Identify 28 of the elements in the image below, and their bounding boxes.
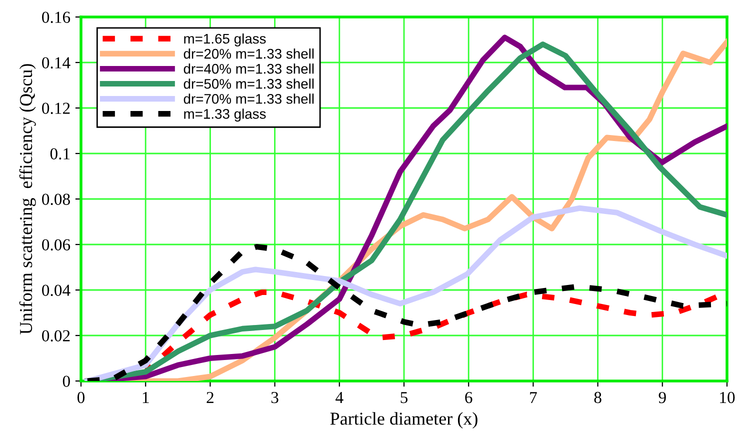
y-tick-label: 0.06 [42,239,70,251]
y-tick-label: 0.08 [42,194,70,206]
legend-label: m=1.65 glass [184,33,266,46]
legend-label: dr=40% m=1.33 shell [184,64,314,74]
y-tick-label: 0 [62,376,70,387]
x-tick-label: 4 [336,392,344,403]
x-tick-label: 8 [594,392,602,404]
x-tick-label: 10 [720,392,735,404]
x-axis-title: Particle diameter (x) [330,412,478,428]
x-tick-label: 5 [400,392,408,404]
legend-label: dr=70% m=1.33 shell [184,94,314,104]
x-tick-label: 3 [271,392,278,404]
x-tick-label: 0 [77,392,85,404]
y-tick-label: 0.1 [50,148,70,160]
y-tick-label: 0.12 [42,102,70,114]
y-tick-label: 0.14 [42,57,70,69]
y-tick-label: 0.04 [42,284,70,296]
x-tick-label: 2 [206,392,214,403]
x-tick-label: 9 [658,392,666,404]
y-tick-label: 0.02 [42,330,70,342]
x-tick-label: 6 [465,392,472,404]
y-axis-title: Uniform scattering efficiency (Qscu) [19,64,36,334]
y-tick-label: 0.16 [42,12,70,24]
legend-label: m=1.33 glass [184,108,266,122]
legend-label: dr=50% m=1.33 shell [184,78,314,89]
legend-label: dr=20% m=1.33 shell [184,48,314,59]
x-tick-label: 7 [530,392,537,403]
x-tick-label: 1 [142,392,149,403]
